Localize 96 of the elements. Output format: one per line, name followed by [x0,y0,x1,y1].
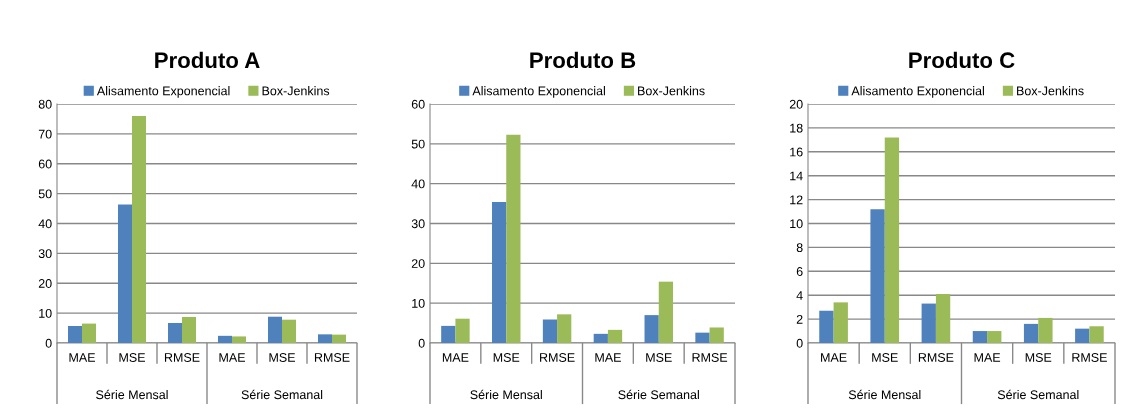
y-tick-label: 4 [796,291,803,300]
y-tick-label: 10 [790,219,803,229]
bar [68,325,82,343]
bar [644,315,659,343]
x-tick-label: MSE [119,353,146,362]
bar [118,204,132,343]
x-tick-label: MAE [595,353,621,362]
x-tick-label: MAE [219,353,246,362]
y-tick-label: 20 [789,99,803,109]
y-tick-label: 20 [411,259,425,268]
legend-label: Box-Jenkins [638,86,705,96]
x-tick-label: MAE [69,353,96,362]
text: Série Semanal [241,389,323,400]
bar [921,303,936,343]
y-tick-label: 18 [790,123,803,133]
y-tick-label: 14 [790,171,803,181]
text: Série Mensal [96,389,168,400]
y-tick-label: 8 [796,243,803,253]
bar [870,209,885,343]
legend-label: Alisamento Exponencial [851,86,984,98]
chart-title: Produto C [909,51,1015,69]
bar [232,336,246,343]
x-tick-label: RMSE [692,353,728,362]
bar [506,134,521,343]
y-tick-label: 0 [418,338,425,348]
bar [884,137,900,343]
bar [168,322,182,343]
y-tick-label: 70 [38,129,52,139]
x-tick-label: RMSE [164,353,200,362]
x-tick-label: RMSE [1072,353,1107,362]
y-tick-label: 16 [790,147,803,157]
x-tick-label: MSE [1025,353,1052,362]
bar [542,319,558,343]
bar [1038,317,1053,343]
y-tick-label: 80 [38,99,52,109]
bar [972,331,988,343]
bar [1075,328,1090,343]
bar [695,332,710,343]
bar [441,325,456,343]
text: Série Mensal [848,389,921,400]
y-tick-label: 50 [38,189,52,199]
y-tick-label: 2 [796,314,803,324]
bar [607,329,623,343]
bar [593,333,608,343]
chart-title: Produto B [530,51,636,69]
legend-label: Alisamento Exponencial [472,86,605,98]
legend-label: Alisamento Exponencial [96,86,230,98]
y-tick-label: 40 [38,219,52,229]
text: Série Semanal [997,389,1079,400]
bar [455,318,470,343]
bar [1023,323,1039,343]
x-tick-label: MAE [442,353,469,362]
bar [1089,326,1104,343]
bar [218,335,232,343]
bar [819,310,834,343]
x-tick-label: MSE [646,353,672,362]
y-tick-label: 0 [796,338,803,348]
x-tick-label: RMSE [540,353,575,362]
x-tick-label: RMSE [918,353,954,362]
bar [557,314,572,343]
y-tick-label: 50 [411,139,425,149]
bar [282,319,296,343]
y-tick-label: 20 [38,279,52,288]
legend-label: Box-Jenkins [262,86,330,96]
legend-label: Box-Jenkins [1017,86,1084,96]
x-tick-label: MAE [821,353,847,362]
bar [709,327,724,343]
text: Série Semanal [618,389,699,400]
bar [332,334,346,343]
x-tick-label: MAE [974,353,1001,362]
bar [492,201,507,343]
x-tick-label: RMSE [314,353,350,362]
x-tick-label: MSE [269,353,296,362]
y-tick-label: 60 [411,99,425,109]
bar [987,331,1002,343]
y-tick-label: 12 [790,195,803,205]
bar [318,334,332,343]
x-tick-label: MSE [493,353,520,362]
y-tick-label: 0 [45,338,52,348]
chart-title: Produto A [155,51,260,69]
bar [268,316,282,343]
bar [935,294,951,343]
text: Série Mensal [470,389,542,400]
y-tick-label: 60 [38,159,52,169]
y-tick-label: 30 [38,249,52,259]
bar [658,281,673,343]
bar [82,323,96,343]
y-tick-label: 10 [39,308,52,318]
bar [132,115,146,343]
bar [833,302,848,343]
y-tick-label: 40 [411,179,425,189]
bar [182,317,196,343]
y-tick-label: 6 [796,267,803,276]
y-tick-label: 30 [411,219,425,229]
y-tick-label: 10 [412,298,425,308]
x-tick-label: MSE [872,353,898,362]
